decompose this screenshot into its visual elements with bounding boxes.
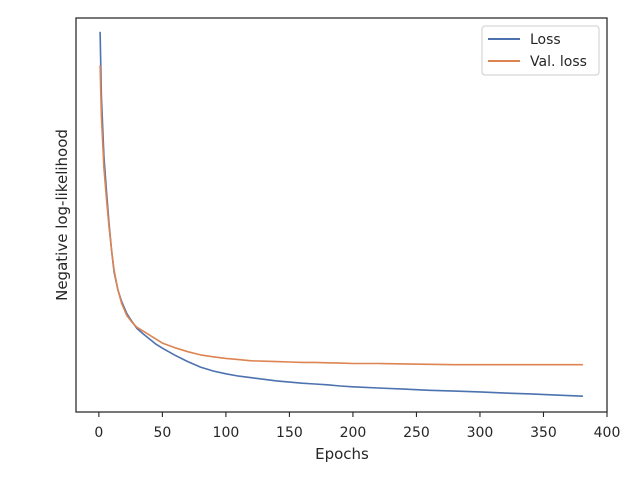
x-tick-label: 300 [467, 425, 494, 441]
x-tick-label: 0 [94, 425, 103, 441]
y-axis-label: Negative log-likelihood [53, 129, 71, 301]
x-tick-label: 400 [594, 425, 621, 441]
x-tick-label: 200 [340, 425, 367, 441]
legend-label-val-loss: Val. loss [530, 54, 587, 70]
x-tick-label: 150 [276, 425, 303, 441]
series-line-val-loss [99, 65, 583, 366]
x-axis-ticks: 0 50 100 150 200 250 300 350 400 [94, 412, 620, 441]
x-tick-label: 350 [530, 425, 557, 441]
plot-background [76, 18, 607, 412]
series-layer [99, 31, 583, 397]
x-tick-label: 100 [213, 425, 240, 441]
x-tick-label: 250 [403, 425, 430, 441]
legend: Loss Val. loss [481, 25, 600, 76]
legend-label-loss: Loss [530, 32, 561, 48]
x-tick-label: 50 [153, 425, 171, 441]
x-axis-label: Epochs [315, 445, 369, 463]
plot-frame [75, 17, 608, 413]
